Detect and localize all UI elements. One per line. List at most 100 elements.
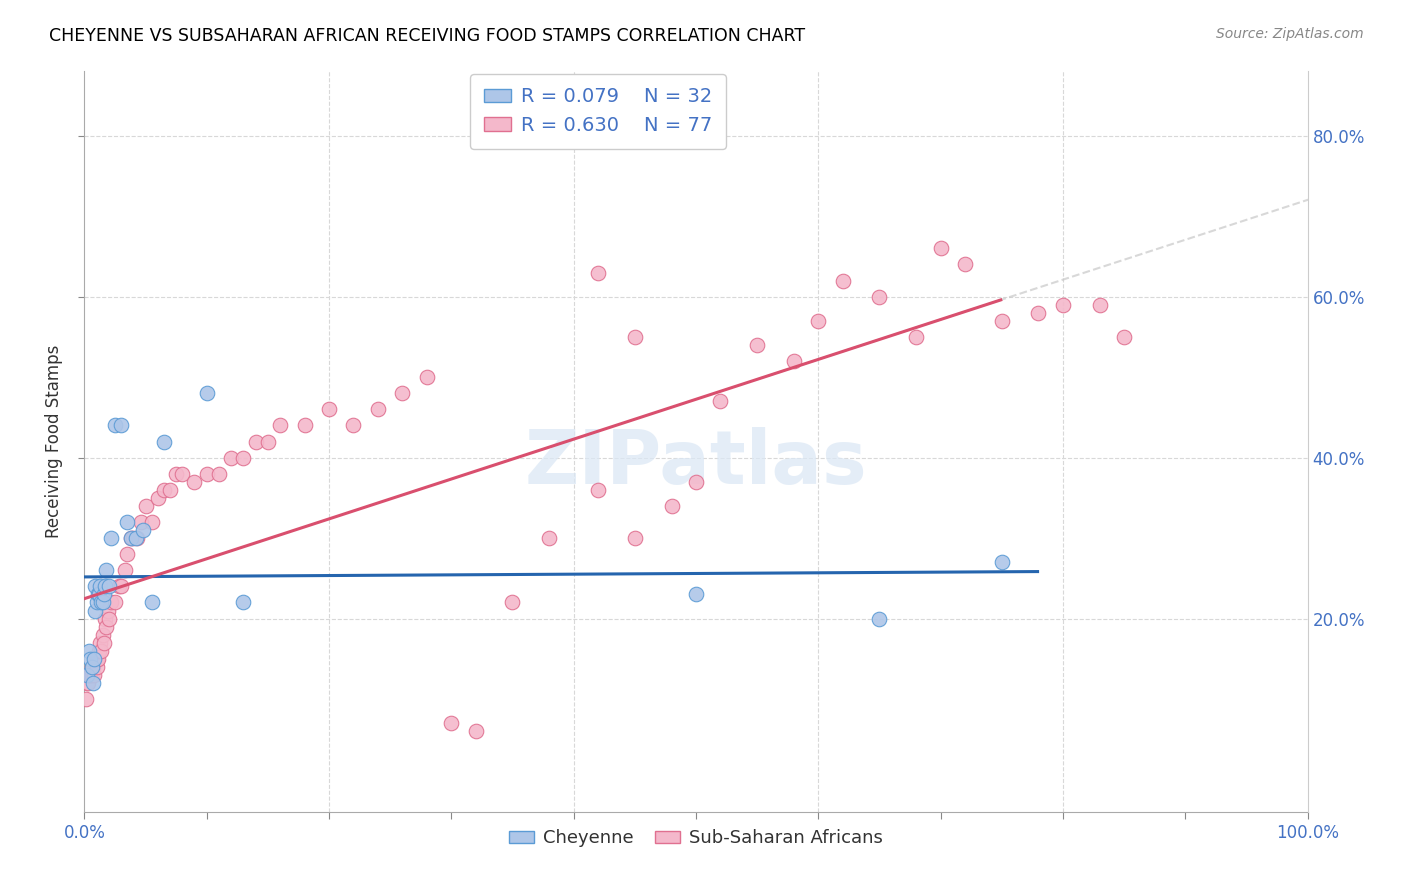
Point bbox=[76, 676, 98, 690]
Point bbox=[391, 386, 413, 401]
Point bbox=[120, 531, 142, 545]
Point bbox=[107, 579, 129, 593]
Point bbox=[586, 266, 609, 280]
Point bbox=[93, 587, 115, 601]
Point bbox=[367, 402, 389, 417]
Point bbox=[104, 595, 127, 609]
Point bbox=[97, 579, 120, 593]
Point bbox=[783, 354, 806, 368]
Point bbox=[153, 483, 176, 497]
Point bbox=[104, 418, 127, 433]
Text: CHEYENNE VS SUBSAHARAN AFRICAN RECEIVING FOOD STAMPS CORRELATION CHART: CHEYENNE VS SUBSAHARAN AFRICAN RECEIVING… bbox=[49, 27, 806, 45]
Point bbox=[257, 434, 280, 449]
Point bbox=[77, 644, 100, 658]
Point bbox=[269, 418, 291, 433]
Point bbox=[96, 619, 118, 633]
Point bbox=[115, 515, 138, 529]
Point bbox=[75, 692, 97, 706]
Point bbox=[83, 668, 105, 682]
Point bbox=[208, 467, 231, 481]
Point bbox=[141, 515, 163, 529]
Point bbox=[953, 258, 976, 272]
Point bbox=[86, 660, 108, 674]
Point bbox=[82, 676, 104, 690]
Point bbox=[165, 467, 187, 481]
Text: ZIPatlas: ZIPatlas bbox=[524, 427, 868, 500]
Point bbox=[464, 724, 486, 739]
Point bbox=[342, 418, 364, 433]
Y-axis label: Receiving Food Stamps: Receiving Food Stamps bbox=[45, 345, 63, 538]
Point bbox=[110, 418, 132, 433]
Point bbox=[93, 636, 115, 650]
Point bbox=[502, 595, 524, 609]
Point bbox=[807, 314, 830, 328]
Point bbox=[586, 483, 609, 497]
Point bbox=[91, 628, 114, 642]
Point bbox=[1088, 298, 1111, 312]
Point bbox=[135, 499, 157, 513]
Point bbox=[87, 587, 110, 601]
Point bbox=[195, 386, 218, 401]
Point bbox=[141, 595, 163, 609]
Point bbox=[80, 660, 103, 674]
Point bbox=[79, 668, 101, 682]
Point bbox=[685, 587, 707, 601]
Point bbox=[90, 644, 112, 658]
Point bbox=[991, 555, 1014, 569]
Point bbox=[232, 595, 254, 609]
Point bbox=[86, 652, 108, 666]
Point bbox=[416, 370, 439, 384]
Point bbox=[245, 434, 267, 449]
Point bbox=[87, 652, 110, 666]
Point bbox=[94, 611, 117, 625]
Point bbox=[624, 330, 647, 344]
Point bbox=[132, 523, 155, 537]
Point bbox=[115, 547, 138, 561]
Point bbox=[97, 603, 120, 617]
Point bbox=[1114, 330, 1136, 344]
Point bbox=[84, 652, 107, 666]
Point bbox=[709, 394, 731, 409]
Point bbox=[79, 652, 101, 666]
Point bbox=[84, 579, 107, 593]
Point bbox=[195, 467, 218, 481]
Point bbox=[172, 467, 194, 481]
Point bbox=[991, 314, 1014, 328]
Point bbox=[110, 579, 132, 593]
Point bbox=[125, 531, 148, 545]
Point bbox=[183, 475, 205, 489]
Point bbox=[294, 418, 316, 433]
Point bbox=[122, 531, 145, 545]
Point bbox=[100, 531, 122, 545]
Point bbox=[94, 579, 117, 593]
Point bbox=[89, 636, 111, 650]
Point bbox=[905, 330, 928, 344]
Point bbox=[1028, 306, 1050, 320]
Point bbox=[97, 611, 120, 625]
Point bbox=[77, 676, 100, 690]
Point bbox=[125, 531, 148, 545]
Point bbox=[82, 660, 104, 674]
Point bbox=[96, 563, 118, 577]
Point bbox=[624, 531, 647, 545]
Point bbox=[1052, 298, 1074, 312]
Point bbox=[77, 668, 100, 682]
Point bbox=[91, 595, 114, 609]
Point bbox=[80, 668, 103, 682]
Point bbox=[114, 563, 136, 577]
Point bbox=[219, 450, 242, 465]
Point bbox=[129, 515, 152, 529]
Point bbox=[100, 595, 122, 609]
Point bbox=[869, 611, 891, 625]
Point bbox=[869, 290, 891, 304]
Point bbox=[159, 483, 181, 497]
Point bbox=[685, 475, 707, 489]
Point bbox=[120, 531, 142, 545]
Point bbox=[747, 338, 769, 352]
Point bbox=[318, 402, 340, 417]
Point bbox=[89, 579, 111, 593]
Point bbox=[440, 716, 463, 731]
Point bbox=[831, 274, 853, 288]
Point bbox=[80, 660, 103, 674]
Point bbox=[146, 491, 169, 505]
